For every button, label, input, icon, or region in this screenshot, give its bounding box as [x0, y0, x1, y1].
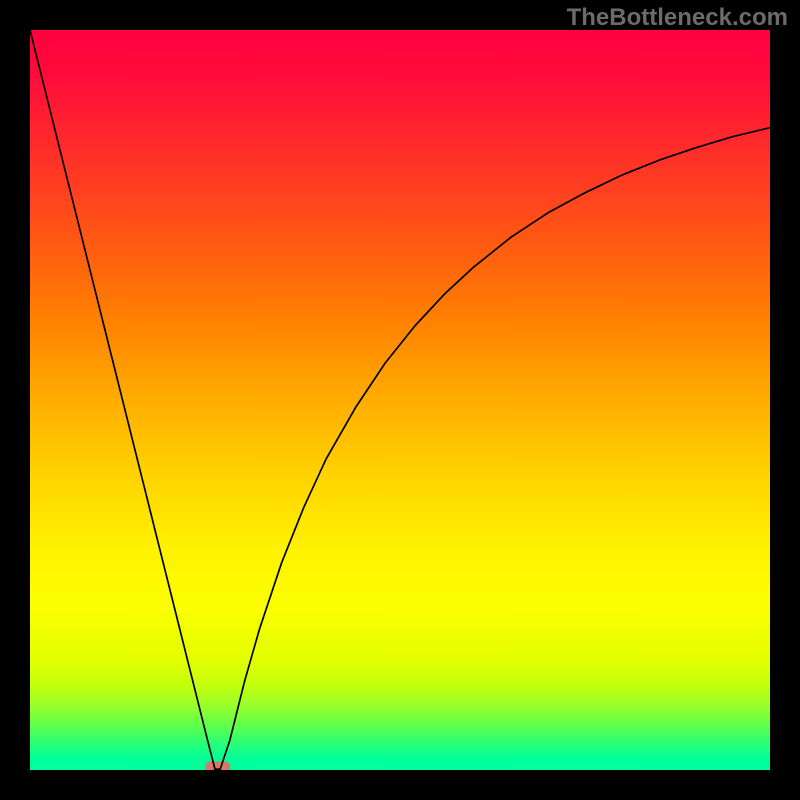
- plot-area: [30, 30, 770, 770]
- gradient-background: [30, 30, 770, 770]
- chart-stage: TheBottleneck.com: [0, 0, 800, 800]
- watermark-text: TheBottleneck.com: [567, 4, 788, 32]
- plot-svg: [30, 30, 770, 770]
